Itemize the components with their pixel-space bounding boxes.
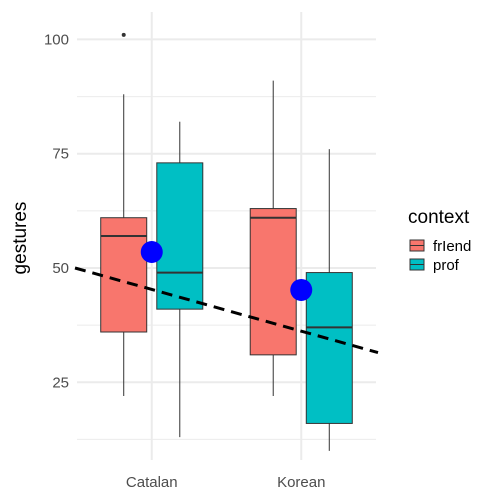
y-tick-label: 100 bbox=[44, 31, 69, 48]
x-axis-ticks: Catalan Korean bbox=[126, 474, 326, 491]
mean-point bbox=[290, 278, 313, 301]
box-prof-Korean bbox=[305, 149, 353, 451]
x-tick-label: Korean bbox=[277, 474, 325, 491]
y-axis-ticks: 25 50 75 100 bbox=[44, 31, 69, 391]
legend-label: frIend bbox=[433, 238, 471, 255]
boxes-layer bbox=[100, 32, 353, 451]
y-tick-label: 50 bbox=[52, 260, 69, 277]
legend: context frIend prof bbox=[408, 207, 471, 274]
trend-layer bbox=[74, 266, 379, 355]
mean-point bbox=[140, 241, 163, 263]
legend-label: prof bbox=[433, 257, 460, 274]
legend-title: context bbox=[408, 207, 470, 228]
legend-entry: frIend bbox=[409, 238, 471, 255]
legend-entry: prof bbox=[409, 257, 460, 274]
trend-line bbox=[74, 266, 379, 355]
box-frIend-Catalan bbox=[100, 32, 148, 396]
box-frIend-Korean bbox=[249, 80, 297, 396]
box-body bbox=[156, 162, 204, 310]
y-tick-label: 75 bbox=[52, 146, 69, 163]
means-layer bbox=[140, 241, 313, 301]
x-tick-label: Catalan bbox=[126, 474, 178, 491]
box-body bbox=[305, 272, 353, 424]
y-tick-label: 25 bbox=[52, 374, 69, 391]
box-body bbox=[249, 208, 297, 356]
outlier-point bbox=[121, 32, 126, 37]
box-body bbox=[100, 217, 148, 333]
box-prof-Catalan bbox=[156, 121, 204, 438]
y-axis-title: gestures bbox=[10, 202, 31, 275]
